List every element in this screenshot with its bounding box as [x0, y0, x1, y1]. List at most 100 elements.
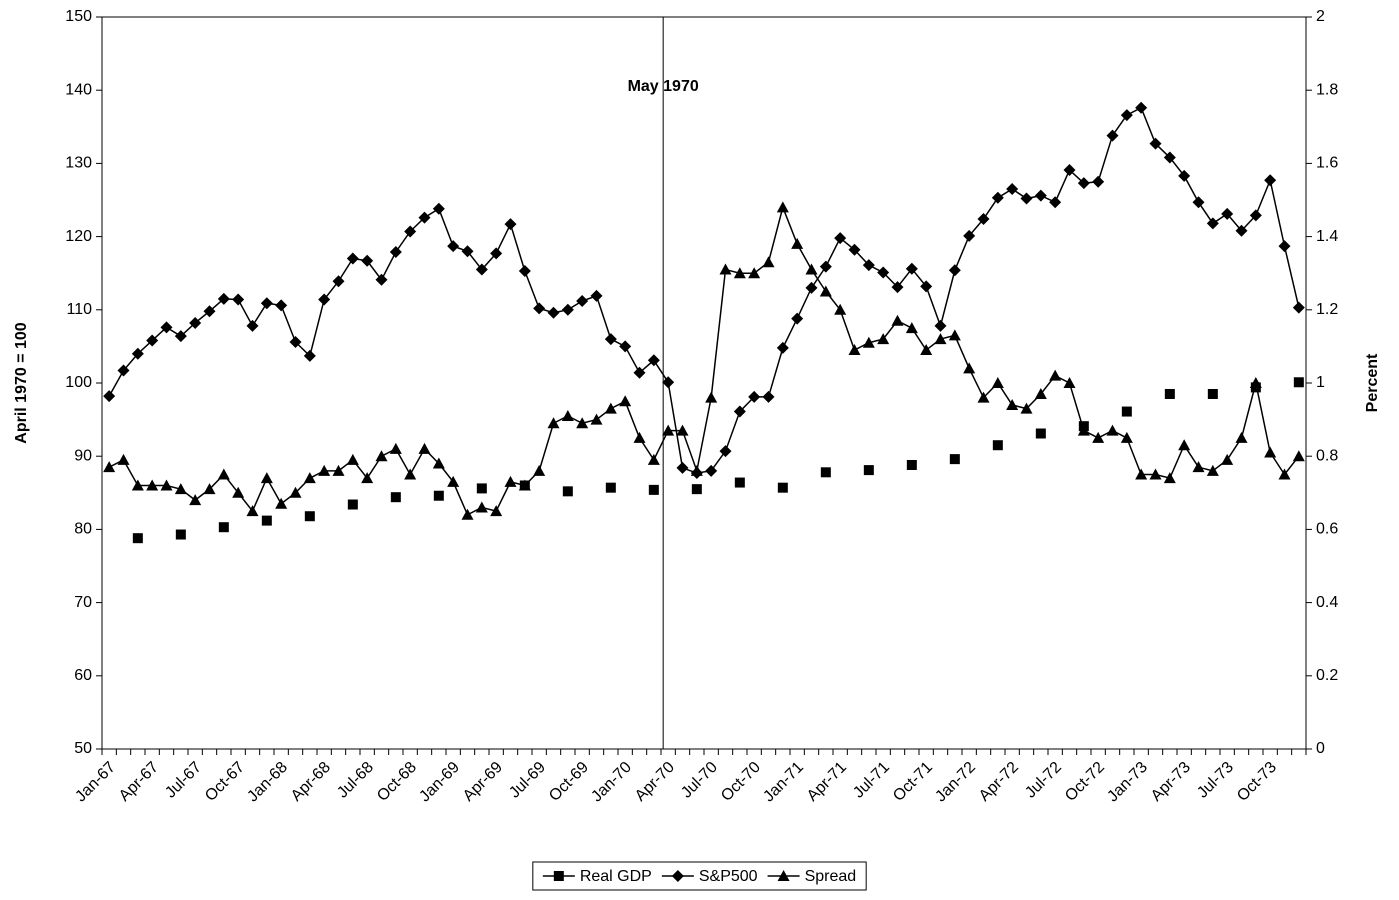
marker	[1249, 377, 1262, 388]
marker	[1278, 468, 1291, 480]
y-tick-label: 70	[74, 594, 92, 611]
y-tick-label: 50	[74, 740, 92, 757]
marker	[777, 482, 788, 493]
marker	[303, 349, 316, 362]
marker	[1149, 468, 1162, 480]
marker	[490, 247, 503, 260]
marker	[1135, 468, 1148, 480]
marker	[189, 316, 202, 329]
marker	[232, 486, 245, 498]
marker	[533, 464, 546, 476]
marker	[217, 292, 230, 305]
marker	[131, 479, 144, 491]
marker	[318, 464, 331, 476]
y-tick-label: 90	[74, 447, 92, 464]
marker	[647, 354, 660, 367]
marker	[934, 319, 947, 332]
marker	[1278, 240, 1291, 253]
marker	[447, 475, 460, 487]
marker	[1149, 137, 1162, 150]
marker	[762, 256, 775, 268]
legend-box	[532, 861, 867, 891]
marker	[432, 457, 445, 469]
marker	[361, 254, 374, 267]
marker	[1178, 169, 1191, 182]
marker	[203, 305, 216, 318]
y-axis-title: April 1970 = 100	[13, 322, 30, 444]
marker	[1120, 109, 1133, 122]
marker	[820, 467, 831, 478]
x-tick-label: Jul-68	[334, 759, 377, 802]
marker	[1020, 402, 1033, 414]
marker	[619, 340, 632, 353]
marker	[389, 245, 402, 258]
marker	[347, 499, 358, 510]
marker	[834, 303, 847, 315]
marker	[848, 243, 861, 256]
marker	[1077, 424, 1090, 436]
marker	[390, 492, 401, 503]
marker	[748, 390, 761, 403]
marker	[963, 362, 976, 374]
marker	[1293, 377, 1304, 388]
marker	[576, 295, 589, 308]
marker	[217, 468, 230, 480]
marker	[1063, 163, 1076, 176]
x-tick-label: Jan-72	[932, 759, 979, 806]
marker	[791, 237, 804, 249]
marker	[862, 259, 875, 272]
marker	[475, 501, 488, 513]
marker	[389, 442, 402, 454]
marker	[504, 475, 517, 487]
marker	[103, 461, 116, 473]
marker	[1034, 387, 1047, 399]
y2-tick-label: 1	[1316, 374, 1325, 391]
x-tick-label: Jul-67	[162, 759, 205, 802]
x-tick-label: Jan-71	[760, 759, 807, 806]
marker	[991, 377, 1004, 388]
marker	[733, 267, 746, 279]
marker	[734, 477, 745, 488]
marker	[174, 330, 187, 343]
marker	[647, 453, 660, 465]
marker	[447, 240, 460, 253]
marker	[117, 364, 130, 377]
x-tick-label: Apr-69	[460, 759, 506, 805]
marker	[1034, 189, 1047, 202]
marker	[791, 312, 804, 325]
marker	[1092, 431, 1105, 443]
marker	[1164, 388, 1175, 399]
marker	[862, 336, 875, 348]
x-tick-label: Oct-73	[1234, 759, 1280, 805]
marker	[963, 229, 976, 242]
marker	[905, 262, 918, 275]
marker	[1206, 464, 1219, 476]
marker	[819, 285, 832, 297]
y2-tick-label: 0.2	[1316, 667, 1338, 684]
marker	[547, 306, 560, 319]
annotation: May 1970	[628, 78, 699, 95]
marker	[948, 264, 961, 277]
x-tick-label: Oct-67	[202, 759, 248, 805]
marker	[553, 871, 564, 881]
marker	[905, 322, 918, 334]
y2-tick-label: 1.6	[1316, 155, 1338, 172]
marker	[705, 391, 718, 403]
marker	[676, 424, 689, 436]
marker	[246, 319, 259, 332]
marker	[289, 486, 302, 498]
x-tick-label: Apr-72	[976, 759, 1022, 805]
marker	[1292, 301, 1305, 314]
marker	[671, 870, 684, 882]
marker	[461, 245, 474, 258]
marker	[475, 263, 488, 276]
marker	[1120, 431, 1133, 443]
marker	[762, 390, 775, 403]
marker	[877, 333, 890, 345]
x-tick-label: Jul-70	[678, 759, 721, 802]
marker	[805, 281, 818, 294]
marker	[834, 232, 847, 245]
marker	[131, 347, 144, 360]
marker	[1006, 183, 1019, 196]
marker	[648, 484, 659, 495]
